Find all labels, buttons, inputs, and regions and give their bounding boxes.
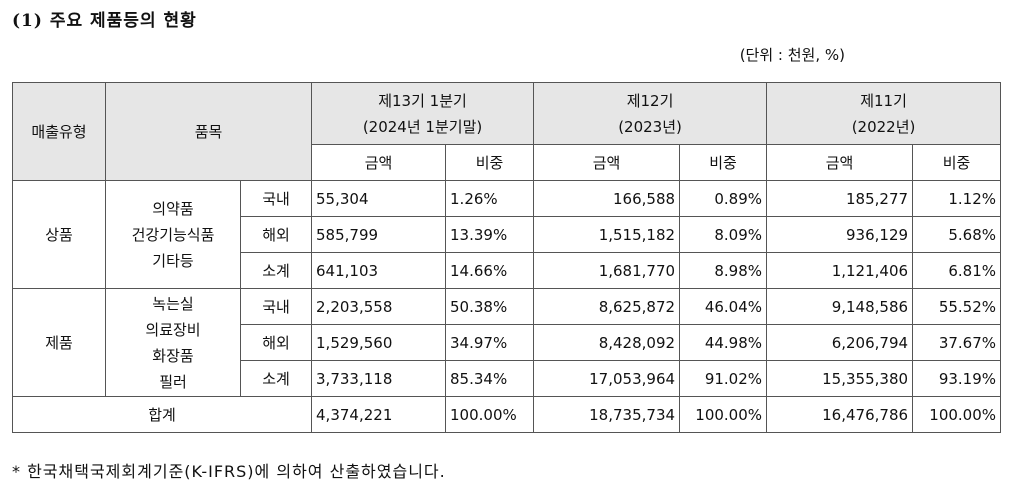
- ratio-cell: 0.89%: [679, 180, 768, 217]
- table-row: 소계 3,733,118 85.34% 17,053,964 91.02% 15…: [13, 360, 1002, 397]
- ratio-cell: 100.00%: [679, 396, 768, 433]
- header-amount: 금액: [766, 144, 914, 181]
- product-status-table: 매출유형 품목 제13기 1분기 (2024년 1분기말) 제12기 (2023년)…: [11, 82, 1002, 433]
- amount-cell: 936,129: [766, 216, 914, 253]
- ratio-cell: 85.34%: [445, 360, 535, 397]
- table-row: 해외 585,799 13.39% 1,515,182 8.09% 936,12…: [13, 216, 1002, 253]
- amount-cell: 1,681,770: [533, 252, 681, 289]
- amount-cell: 185,277: [766, 180, 914, 217]
- region-cell: 해외: [239, 216, 313, 253]
- amount-cell: 1,121,406: [766, 252, 914, 289]
- amount-cell: 55,304: [311, 180, 447, 217]
- section-title: (1) 주요 제품등의 현황: [12, 11, 197, 31]
- amount-cell: 8,428,092: [533, 324, 681, 361]
- products-item-list: 녹는실 의료장비 화장품 필러: [105, 288, 241, 397]
- ratio-cell: 100.00%: [912, 396, 1002, 433]
- amount-cell: 9,148,586: [766, 288, 914, 325]
- header-ratio: 비중: [679, 144, 768, 181]
- amount-cell: 166,588: [533, 180, 681, 217]
- footnote: * 한국채택국제회계기준(K-IFRS)에 의하여 산출하였습니다.: [12, 462, 446, 481]
- region-cell: 소계: [239, 252, 313, 289]
- table-row: 제품 녹는실 의료장비 화장품 필러 국내 2,203,558 50.38% 8,62…: [12, 288, 1002, 397]
- ratio-cell: 34.97%: [445, 324, 535, 361]
- amount-cell: 1,515,182: [533, 216, 681, 253]
- ratio-cell: 55.52%: [912, 288, 1002, 325]
- region-cell: 소계: [239, 360, 313, 397]
- ratio-cell: 6.81%: [912, 252, 1002, 289]
- ratio-cell: 8.98%: [679, 252, 768, 289]
- region-cell: 국내: [239, 288, 313, 325]
- table-row: 소계 641,103 14.66% 1,681,770 8.98% 1,121,…: [13, 252, 1002, 289]
- header-ratio: 비중: [912, 144, 1002, 181]
- region-cell: 해외: [239, 324, 313, 361]
- ratio-cell: 1.12%: [912, 180, 1002, 217]
- ratio-cell: 50.38%: [445, 288, 535, 325]
- ratio-cell: 1.26%: [445, 180, 535, 217]
- header-period-2: 제12기 (2023년): [533, 82, 768, 145]
- amount-cell: 17,053,964: [533, 360, 681, 397]
- sales-type-products: 제품: [12, 288, 106, 397]
- total-row: 합계 4,374,221 100.00% 18,735,734 100.00% …: [11, 396, 1002, 433]
- ratio-cell: 44.98%: [679, 324, 768, 361]
- amount-cell: 2,203,558: [311, 288, 447, 325]
- header-ratio: 비중: [445, 144, 535, 181]
- amount-cell: 18,735,734: [533, 396, 681, 433]
- ratio-cell: 46.04%: [679, 288, 768, 325]
- amount-cell: 1,529,560: [311, 324, 447, 361]
- amount-cell: 641,103: [311, 252, 447, 289]
- amount-cell: 6,206,794: [766, 324, 914, 361]
- unit-note: (단위 : 천원, %): [739, 46, 845, 64]
- ratio-cell: 14.66%: [445, 252, 535, 289]
- ratio-cell: 5.68%: [912, 216, 1002, 253]
- ratio-cell: 93.19%: [912, 360, 1002, 397]
- header-item: 품목: [104, 82, 313, 181]
- amount-cell: 8,625,872: [533, 288, 681, 325]
- table-row: 해외 1,529,560 34.97% 8,428,092 44.98% 6,2…: [13, 324, 1002, 361]
- ratio-cell: 37.67%: [912, 324, 1002, 361]
- header-sales-type: 매출유형: [12, 82, 106, 181]
- header-period-1: 제13기 1분기 (2024년 1분기말): [311, 82, 535, 145]
- ratio-cell: 91.02%: [679, 360, 768, 397]
- table-row: 상품 의약품 건강기능식품 기타등 국내 55,304 1.26% 166,588 …: [12, 180, 1002, 289]
- ratio-cell: 8.09%: [679, 216, 768, 253]
- amount-cell: 585,799: [311, 216, 447, 253]
- header-amount: 금액: [533, 144, 681, 181]
- total-label: 합계: [11, 396, 313, 433]
- goods-item-list: 의약품 건강기능식품 기타등: [105, 180, 241, 289]
- ratio-cell: 13.39%: [445, 216, 535, 253]
- amount-cell: 16,476,786: [766, 396, 914, 433]
- sales-type-goods: 상품: [12, 180, 106, 289]
- amount-cell: 15,355,380: [766, 360, 914, 397]
- amount-cell: 3,733,118: [311, 360, 447, 397]
- amount-cell: 4,374,221: [311, 396, 447, 433]
- ratio-cell: 100.00%: [445, 396, 535, 433]
- header-amount: 금액: [311, 144, 447, 181]
- region-cell: 국내: [239, 180, 313, 217]
- header-period-3: 제11기 (2022년): [766, 82, 1002, 145]
